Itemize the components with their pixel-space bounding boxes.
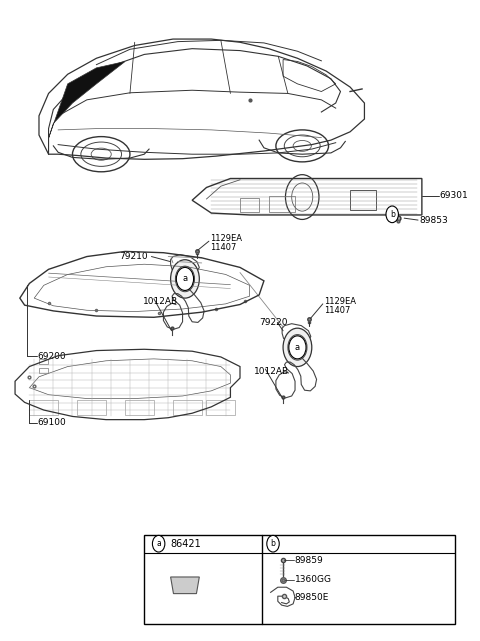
Text: 86421: 86421 bbox=[170, 538, 201, 549]
Text: 89850E: 89850E bbox=[295, 593, 329, 602]
Circle shape bbox=[175, 266, 194, 292]
Bar bbox=[144, 535, 456, 624]
Circle shape bbox=[283, 328, 312, 367]
Text: 1012AB: 1012AB bbox=[144, 297, 179, 306]
Text: a: a bbox=[295, 343, 300, 352]
Bar bbox=[77, 401, 106, 415]
Bar bbox=[125, 401, 154, 415]
Text: a: a bbox=[182, 274, 188, 283]
Bar bbox=[240, 198, 259, 212]
Text: 79210: 79210 bbox=[120, 252, 148, 261]
Bar bbox=[350, 190, 376, 210]
Text: 1012AB: 1012AB bbox=[254, 367, 289, 376]
Circle shape bbox=[267, 535, 279, 552]
Circle shape bbox=[176, 267, 193, 290]
Text: a: a bbox=[156, 539, 161, 548]
Text: 69200: 69200 bbox=[37, 352, 66, 361]
Bar bbox=[39, 368, 48, 373]
Bar bbox=[39, 359, 48, 364]
Text: 1129EA: 1129EA bbox=[324, 297, 356, 306]
Bar bbox=[269, 196, 295, 212]
Text: 11407: 11407 bbox=[210, 243, 236, 252]
Polygon shape bbox=[170, 577, 199, 594]
Polygon shape bbox=[48, 62, 125, 138]
Text: 11407: 11407 bbox=[324, 306, 350, 315]
Text: b: b bbox=[390, 210, 395, 219]
Text: 69301: 69301 bbox=[440, 191, 468, 200]
Circle shape bbox=[153, 535, 165, 552]
Text: 1129EA: 1129EA bbox=[210, 234, 242, 243]
Bar bbox=[173, 401, 202, 415]
Text: 89859: 89859 bbox=[295, 556, 324, 565]
Text: b: b bbox=[271, 539, 276, 548]
Circle shape bbox=[386, 206, 398, 222]
Text: 79220: 79220 bbox=[259, 318, 288, 327]
Circle shape bbox=[170, 260, 199, 298]
Text: 1360GG: 1360GG bbox=[295, 575, 332, 584]
Bar bbox=[206, 401, 235, 415]
Bar bbox=[29, 401, 58, 415]
Circle shape bbox=[288, 335, 307, 360]
Text: 69100: 69100 bbox=[37, 419, 66, 428]
Text: 89853: 89853 bbox=[419, 215, 448, 224]
Circle shape bbox=[289, 336, 306, 359]
